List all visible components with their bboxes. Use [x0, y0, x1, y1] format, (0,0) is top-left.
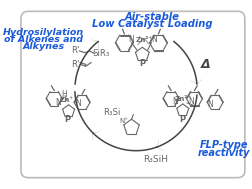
- Text: N: N: [55, 98, 60, 107]
- Text: N: N: [75, 99, 81, 108]
- Text: R₃SiH: R₃SiH: [143, 155, 168, 164]
- Text: Zn²⁺: Zn²⁺: [135, 37, 152, 43]
- Text: SiR₃: SiR₃: [92, 49, 109, 58]
- Text: of Alkenes and: of Alkenes and: [4, 35, 83, 44]
- Text: Zn⁺: Zn⁺: [59, 97, 74, 103]
- Text: Air-stable: Air-stable: [124, 12, 179, 22]
- Text: N: N: [150, 35, 156, 44]
- Text: P: P: [179, 115, 185, 124]
- Text: N: N: [128, 35, 134, 44]
- Text: N: N: [171, 97, 177, 106]
- Text: Zn²⁺: Zn²⁺: [174, 96, 191, 101]
- Text: P: P: [139, 59, 145, 68]
- Text: Low Catalyst Loading: Low Catalyst Loading: [92, 19, 212, 29]
- Text: P: P: [64, 115, 71, 124]
- Text: N: N: [187, 97, 193, 106]
- Text: N: N: [206, 100, 212, 109]
- Text: reactivity: reactivity: [197, 148, 249, 158]
- FancyBboxPatch shape: [21, 11, 244, 178]
- Text: Δ: Δ: [200, 58, 209, 71]
- Text: Hydrosilylation: Hydrosilylation: [3, 28, 84, 36]
- Text: Alkynes: Alkynes: [22, 42, 64, 51]
- Text: R₃Si: R₃Si: [103, 108, 120, 117]
- Text: R': R': [70, 46, 79, 55]
- Text: H: H: [61, 91, 67, 99]
- Text: R': R': [70, 60, 79, 69]
- Text: N⁺: N⁺: [118, 118, 128, 124]
- Text: FLP-type: FLP-type: [199, 140, 247, 150]
